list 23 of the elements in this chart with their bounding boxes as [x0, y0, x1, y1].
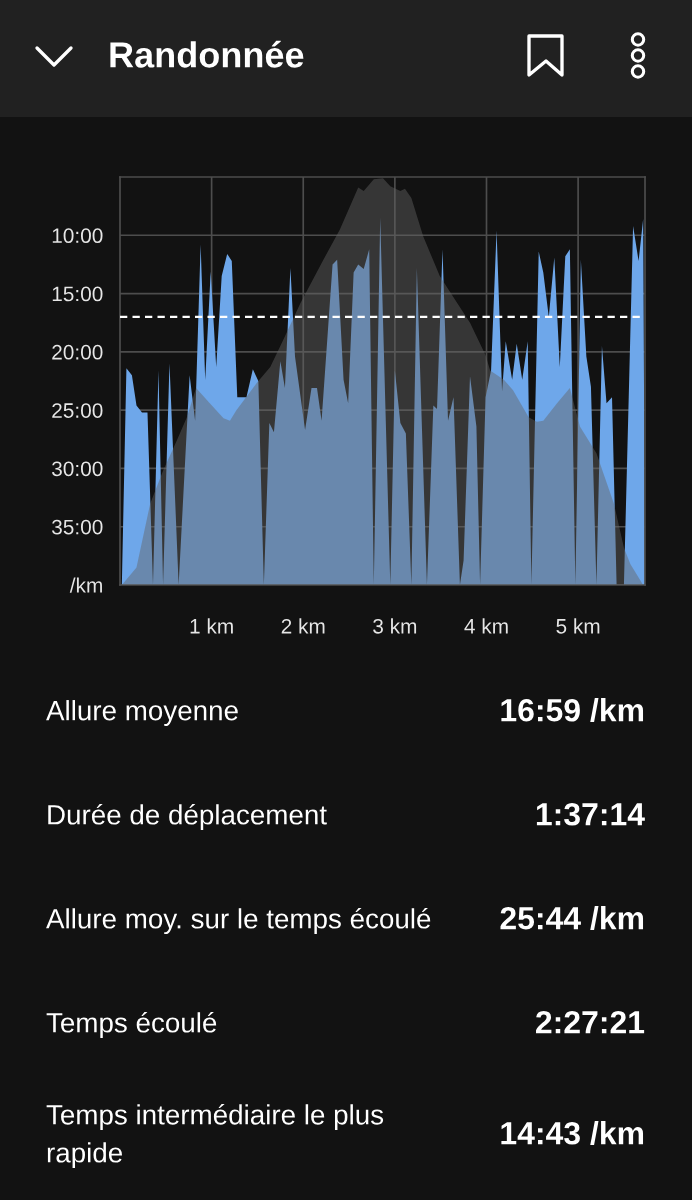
chart-title: Randonnée: [110, 40, 304, 68]
y-tick-label: 15:00: [52, 286, 103, 302]
text: 25:44 /km: [500, 906, 644, 930]
text: Durée de déplacement: [48, 803, 327, 831]
text: Allure moyenne: [46, 700, 238, 726]
text: 1:37:14: [536, 802, 645, 826]
x-tick-label: 2 km: [281, 618, 325, 634]
y-tick-label: 10:00: [52, 228, 103, 244]
text: 14:43 /km: [501, 1121, 644, 1145]
text: 2:27:21: [536, 1010, 645, 1034]
y-tick-label: 25:00: [52, 403, 103, 418]
y-tick-label: 35:00: [52, 519, 103, 535]
text: 16:59 /km: [501, 698, 644, 722]
y-tick-label: /km: [69, 577, 102, 593]
y-tick-label: 20:00: [52, 344, 103, 360]
y-tick-label: 30:00: [52, 461, 103, 477]
x-tick-label: 4 km: [464, 618, 508, 634]
text: Allure moy. sur le temps écoulé: [46, 907, 431, 935]
text: Temps écoulé: [46, 1011, 217, 1039]
x-tick-label: 3 km: [373, 618, 417, 634]
x-tick-label: 1 km: [190, 618, 233, 634]
x-tick-label: 5 km: [556, 618, 600, 634]
text: Temps intermédiaire le plus rapide: [46, 1103, 384, 1169]
